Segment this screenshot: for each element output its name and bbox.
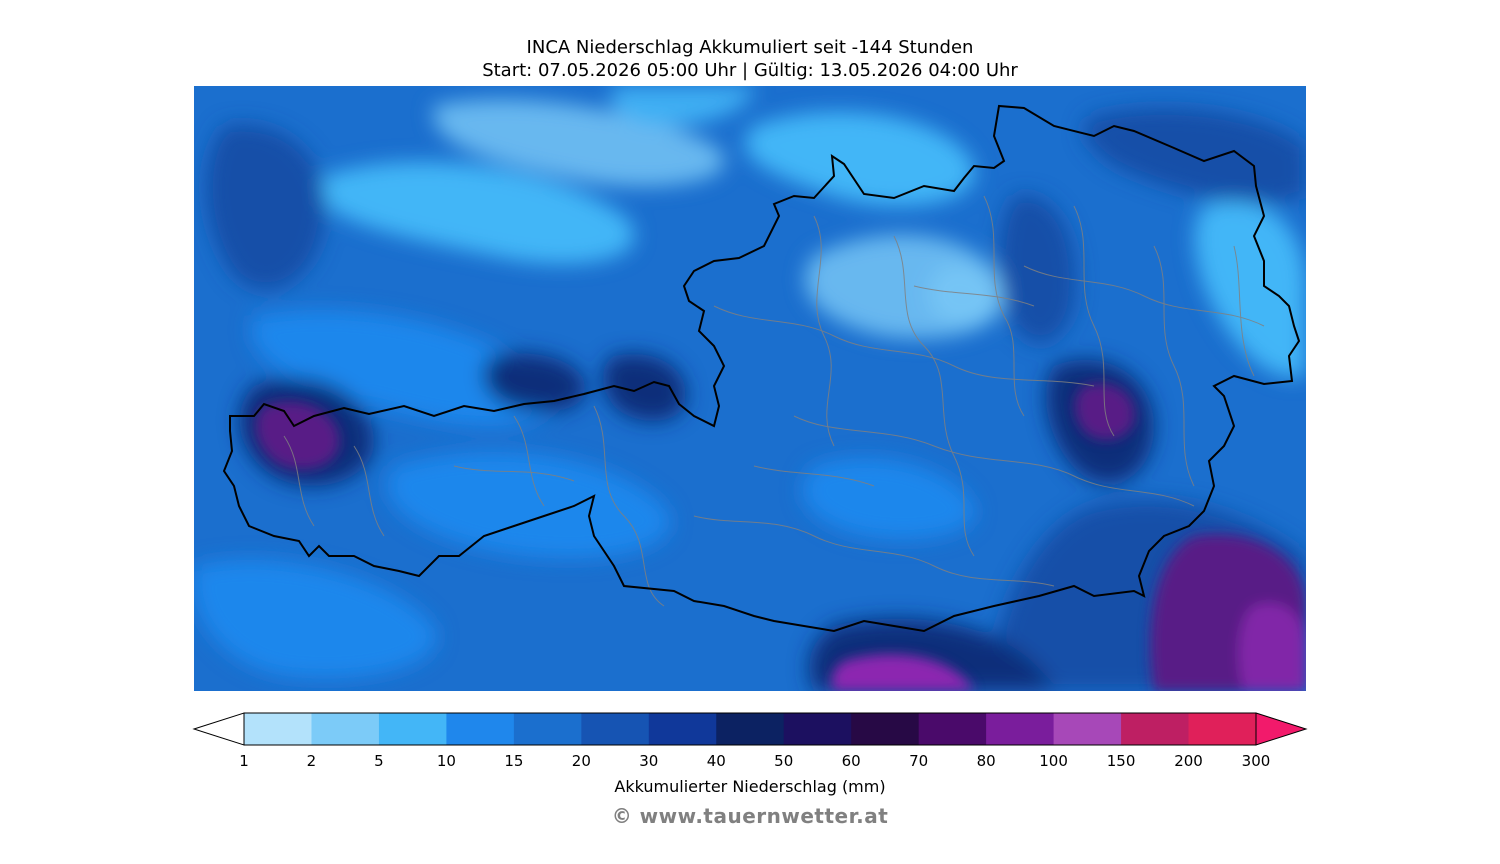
colorbar-segment — [1188, 713, 1257, 745]
chart-subtitle: Start: 07.05.2026 05:00 Uhr | Gültig: 13… — [482, 60, 1018, 81]
lightest-blue-region — [433, 99, 725, 187]
colorbar-frame — [243, 712, 1257, 746]
colorbar-segment — [986, 713, 1055, 745]
precipitation-map — [194, 86, 1306, 691]
country-border — [222, 104, 1301, 633]
purple-region — [255, 401, 340, 470]
very-dark-region — [602, 354, 686, 421]
dark-blue-region — [999, 194, 1076, 344]
colorbar-segment — [648, 713, 717, 745]
magenta-region — [831, 654, 974, 691]
colorbar-segment — [1053, 713, 1122, 745]
colorbar-segment — [716, 713, 785, 745]
light-blue-region — [318, 161, 635, 264]
very-dark-region — [483, 353, 586, 412]
colorbar-segment — [446, 713, 515, 745]
colorbar-segment — [1121, 713, 1190, 745]
colorbar-segment — [581, 713, 650, 745]
district-borders — [283, 195, 1265, 607]
light-blue-region — [1194, 200, 1306, 378]
colorbar-tick-label: 5 — [374, 752, 384, 770]
colorbar-tick-label: 30 — [639, 752, 659, 770]
colorbar-tick-label: 1 — [239, 752, 249, 770]
colorbar-segment — [783, 713, 852, 745]
medium-blue-region — [194, 559, 437, 679]
colorbar-segment — [918, 713, 987, 745]
colorbar-over-arrow — [1255, 712, 1308, 746]
chart-title: INCA Niederschlag Akkumuliert seit -144 … — [526, 37, 974, 58]
colorbar-tick-label: 300 — [1241, 752, 1271, 770]
colorbar-tick-label: 2 — [306, 752, 317, 770]
colorbar-tick-label: 20 — [571, 752, 591, 770]
colorbar-tick-label: 50 — [774, 752, 794, 770]
dark-blue-region — [1083, 107, 1306, 203]
colorbar — [192, 712, 1308, 746]
colorbar-tick-label: 150 — [1106, 752, 1136, 770]
light-blue-region — [611, 86, 754, 126]
colorbar-segment — [851, 713, 920, 745]
dark-blue-region — [205, 124, 326, 290]
colorbar-segment — [244, 713, 312, 745]
lightest-blue-region — [928, 264, 997, 327]
colorbar-tick-label: 100 — [1039, 752, 1068, 770]
colorbar-segment — [513, 713, 582, 745]
colorbar-tick-label: 200 — [1174, 752, 1203, 770]
colorbar-segment — [311, 713, 380, 745]
colorbar-tick-label: 60 — [841, 752, 861, 770]
medium-blue-region — [386, 451, 671, 559]
copyright-watermark[interactable]: © www.tauernwetter.at — [611, 804, 889, 828]
light-blue-region — [745, 111, 975, 206]
colorbar-tick-label: 40 — [706, 752, 726, 770]
colorbar-tick-label: 10 — [436, 752, 456, 770]
colorbar-label: Akkumulierter Niederschlag (mm) — [614, 777, 886, 796]
colorbar-tick-label: 80 — [976, 752, 996, 770]
colorbar-segment — [378, 713, 447, 745]
medium-blue-region — [251, 309, 558, 426]
colorbar-tick-label: 70 — [909, 752, 929, 770]
colorbar-under-arrow — [192, 712, 245, 746]
colorbar-tick-label: 15 — [504, 752, 524, 770]
magenta-region — [1238, 603, 1306, 691]
